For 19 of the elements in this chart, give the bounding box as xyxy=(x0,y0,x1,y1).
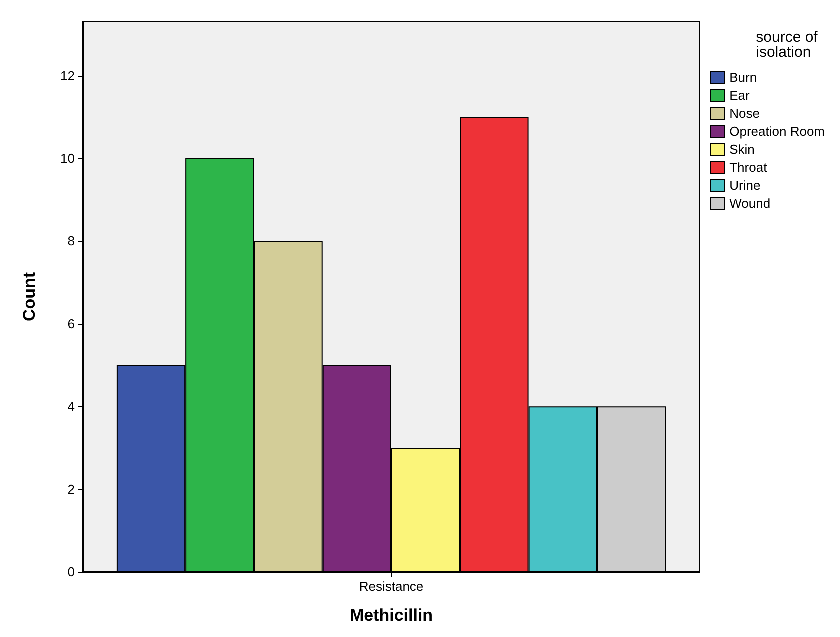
x-axis-title: Methicillin xyxy=(350,606,434,625)
y-tick-label: 4 xyxy=(68,399,75,414)
y-tick-label: 12 xyxy=(60,68,75,84)
legend-label: Nose xyxy=(730,106,760,121)
legend-label: Opreation Room xyxy=(730,124,826,139)
legend-label: Burn xyxy=(730,70,758,85)
legend-label: Wound xyxy=(730,196,771,211)
y-tick-label: 8 xyxy=(68,234,75,249)
y-tick-label: 10 xyxy=(60,150,75,166)
x-tick-label: Resistance xyxy=(359,579,424,594)
legend-label: Throat xyxy=(730,160,768,175)
y-tick-label: 2 xyxy=(68,482,75,497)
legend-title: source of isolation xyxy=(756,29,822,61)
legend-label: Urine xyxy=(730,178,761,193)
y-tick-label: 0 xyxy=(68,564,75,580)
y-axis-title: Count xyxy=(20,272,39,322)
legend-label: Skin xyxy=(730,142,755,157)
legend-label: Ear xyxy=(730,88,751,103)
y-tick-label: 6 xyxy=(68,316,75,332)
